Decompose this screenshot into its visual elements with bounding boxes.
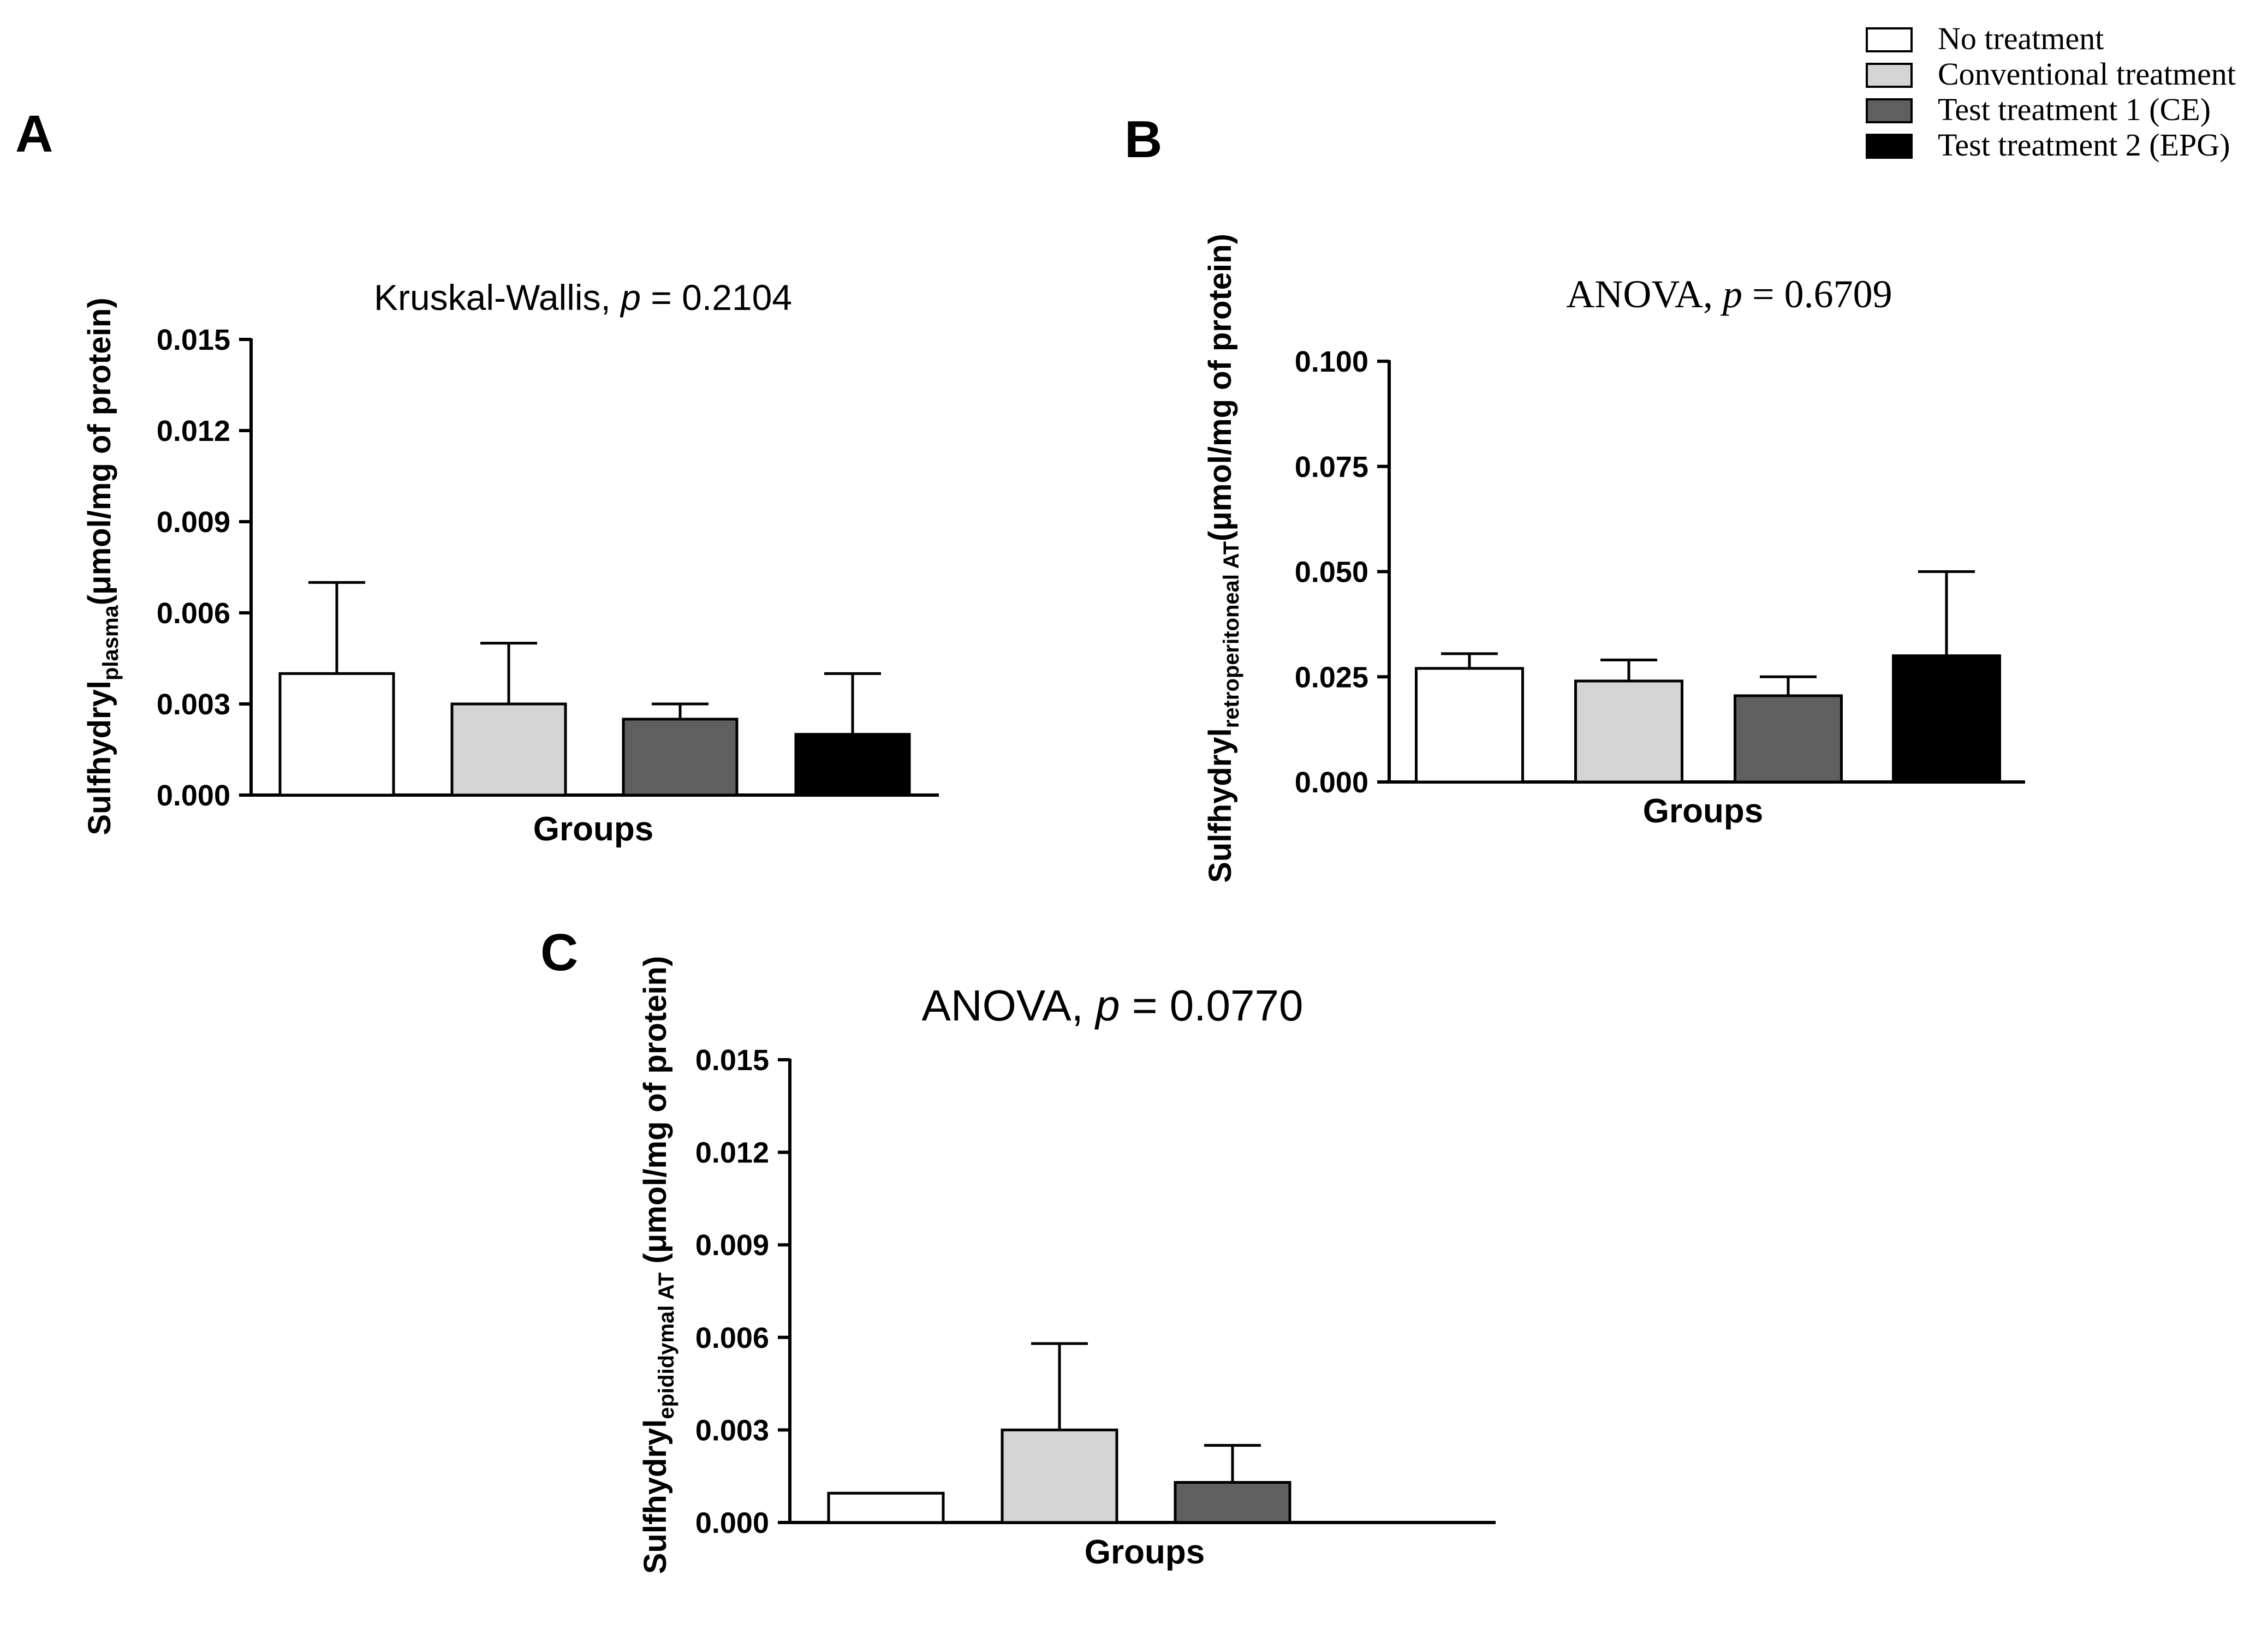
panel-b-letter: B <box>1124 110 1162 169</box>
legend-label-test-treatment-2: Test treatment 2 (EPG) <box>1938 127 2230 163</box>
panel-a-y-tick-label: 0.015 <box>157 324 230 356</box>
panel-b: B ANOVA, p = 0.6709 Sulfhydrylretroperit… <box>1124 110 2025 883</box>
panel-c-title: ANOVA, p = 0.0770 <box>922 981 1303 1030</box>
panel-c-y-tick-label: 0.015 <box>695 1044 769 1077</box>
panel-b-bar-1 <box>1415 667 1524 784</box>
panel-c-x-axis-label: Groups <box>1085 1533 1205 1571</box>
legend-swatch-conventional-treatment <box>1866 63 1913 88</box>
panel-c-y-tick-label: 0.009 <box>695 1229 769 1262</box>
panel-c-letter: C <box>540 923 578 982</box>
panel-c-y-axis-label: Sulfhydrylepididymal AT (μmol/mg of prot… <box>638 956 678 1574</box>
legend-swatch-no-treatment <box>1866 27 1913 52</box>
panel-c-y-tick-label: 0.006 <box>695 1322 769 1354</box>
panel-a-y-tick-label: 0.000 <box>157 779 230 812</box>
panel-c-bar-1 <box>827 1491 945 1524</box>
panel-a: A Kruskal-Wallis, p = 0.2104 Sulfhydrylp… <box>15 105 939 848</box>
legend-label-test-treatment-1: Test treatment 1 (CE) <box>1938 92 2211 127</box>
panel-a-title: Kruskal-Wallis, p = 0.2104 <box>374 277 792 318</box>
legend-swatch-test-treatment-1 <box>1866 98 1913 123</box>
panel-a-y-tick-label: 0.003 <box>157 688 230 721</box>
panel-a-y-tick-label: 0.006 <box>157 597 230 630</box>
legend-label-conventional-treatment: Conventional treatment <box>1938 56 2236 92</box>
legend-swatch-test-treatment-2 <box>1866 134 1913 159</box>
panel-a-y-tick-label: 0.009 <box>157 506 230 539</box>
panel-b-y-tick-label: 0.075 <box>1295 451 1368 483</box>
panel-a-y-axis-label: Sulfhydrylplasma(μmol/mg of protein) <box>82 297 123 835</box>
panel-a-bar-4 <box>794 733 911 797</box>
panel-b-y-tick-label: 0.050 <box>1295 556 1368 589</box>
panel-c: C ANOVA, p = 0.0770 Sulfhydrylepididymal… <box>540 923 1496 1574</box>
panel-c-bar-2 <box>1001 1428 1118 1524</box>
legend-label-no-treatment: No treatment <box>1938 21 2104 56</box>
panel-a-bar-3 <box>622 718 739 797</box>
panel-a-x-axis-label: Groups <box>533 810 653 848</box>
panel-b-title: ANOVA, p = 0.6709 <box>1566 272 1892 316</box>
panel-b-y-axis-label: Sulfhydrylretroperitoneal AT(μmol/mg of … <box>1203 234 1243 883</box>
panel-a-bar-1 <box>278 672 395 797</box>
panel-b-y-tick-label: 0.025 <box>1295 661 1368 694</box>
panel-b-bar-3 <box>1734 694 1843 784</box>
panel-b-bar-4 <box>1892 654 2001 784</box>
panel-c-y-tick-label: 0.003 <box>695 1414 769 1447</box>
panel-c-y-tick-label: 0.012 <box>695 1137 769 1169</box>
panel-b-y-tick-label: 0.000 <box>1295 766 1368 799</box>
legend: No treatment Conventional treatment Test… <box>1866 21 2236 163</box>
panel-c-bar-3 <box>1174 1481 1291 1524</box>
panel-b-x-axis-label: Groups <box>1643 792 1763 830</box>
panel-a-y-tick-label: 0.012 <box>157 415 230 447</box>
panel-b-y-tick-label: 0.100 <box>1295 345 1368 378</box>
panel-a-letter: A <box>15 105 53 163</box>
panel-a-bar-2 <box>450 702 567 797</box>
panel-c-y-tick-label: 0.000 <box>695 1507 769 1539</box>
panel-b-bar-2 <box>1574 679 1683 784</box>
